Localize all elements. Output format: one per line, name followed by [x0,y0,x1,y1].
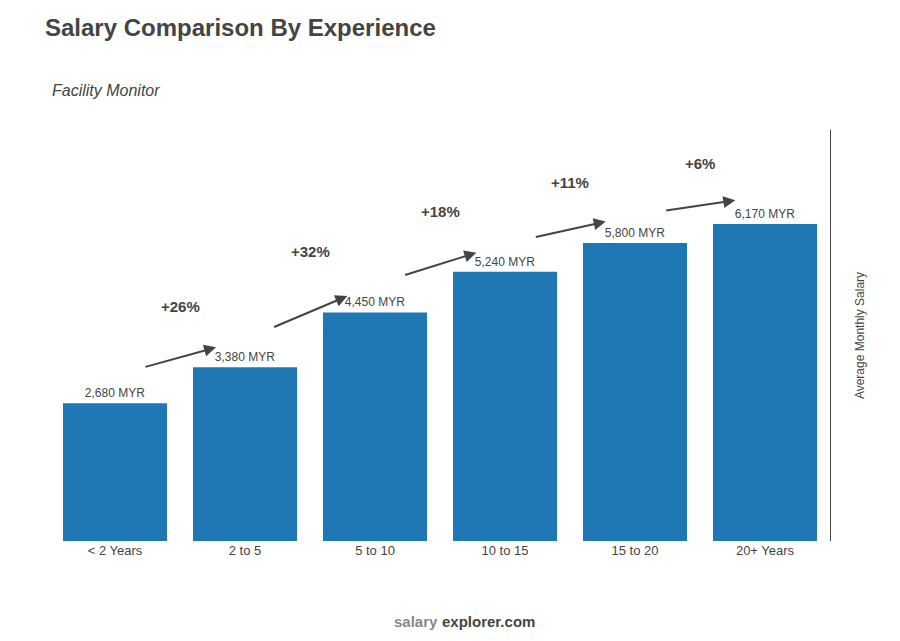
svg-text:6,170 MYR: 6,170 MYR [735,207,795,221]
svg-text:+11%: +11% [551,174,589,191]
svg-text:3,380 MYR: 3,380 MYR [215,350,275,364]
svg-text:15 to 20: 15 to 20 [612,543,659,558]
svg-text:explorer.com: explorer.com [442,613,535,630]
svg-text:+32%: +32% [291,243,330,260]
svg-text:4,450 MYR: 4,450 MYR [345,295,405,309]
svg-text:5,800 MYR: 5,800 MYR [605,226,665,240]
svg-text:20+ Years: 20+ Years [736,543,795,558]
svg-text:10 to 15: 10 to 15 [482,543,529,558]
svg-text:< 2 Years: < 2 Years [88,543,143,558]
svg-text:5 to 10: 5 to 10 [355,543,395,558]
svg-text:salary: salary [394,613,438,630]
svg-text:Average Monthly Salary: Average Monthly Salary [853,272,867,399]
svg-text:+18%: +18% [421,203,460,220]
svg-text:+6%: +6% [685,155,715,172]
svg-text:+26%: +26% [161,298,200,315]
svg-text:2 to 5: 2 to 5 [229,543,262,558]
svg-text:Facility Monitor: Facility Monitor [52,82,160,99]
svg-text:Salary Comparison By Experienc: Salary Comparison By Experience [45,14,436,41]
svg-text:2,680 MYR: 2,680 MYR [85,386,145,400]
svg-text:5,240 MYR: 5,240 MYR [475,255,535,269]
